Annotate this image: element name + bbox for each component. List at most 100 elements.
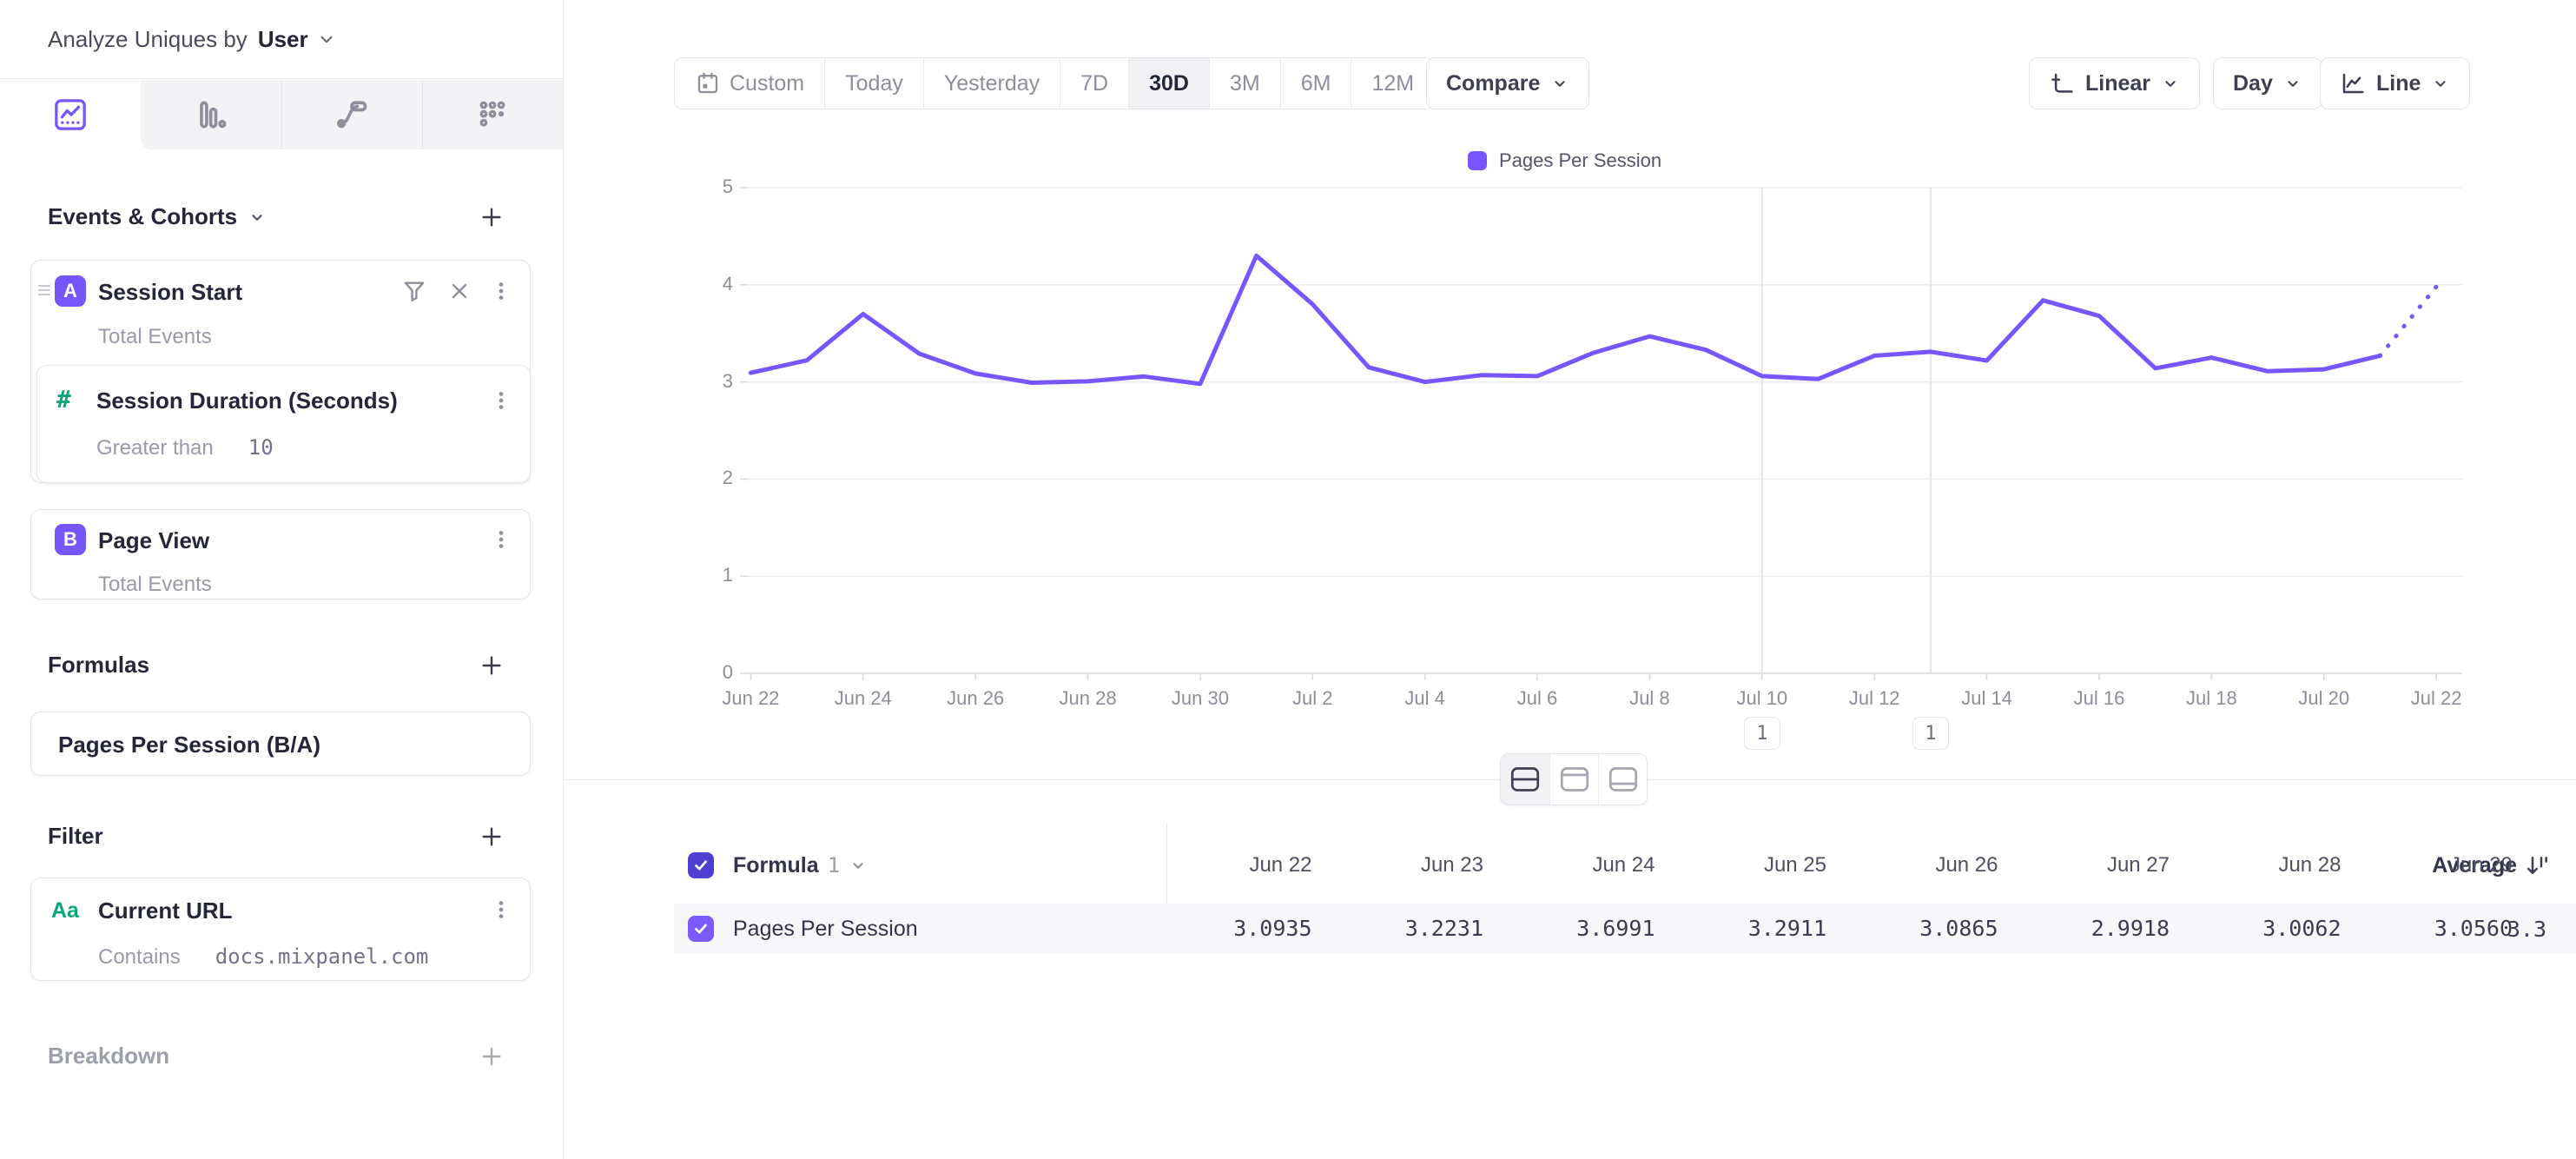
analyze-uniques-label: Analyze Uniques by: [48, 25, 248, 52]
select-all-checkbox[interactable]: [688, 852, 714, 878]
filter-event-button[interactable]: [397, 274, 432, 308]
value-cell: 3.0560: [2434, 916, 2513, 941]
add-formula-button[interactable]: [476, 650, 507, 681]
value-cell: 3.6991: [1576, 916, 1655, 941]
date-column-header[interactable]: Jun 23: [1420, 853, 1483, 877]
date-column-header[interactable]: Jun 27: [2106, 853, 2170, 877]
row-average-value: 3.3: [2507, 916, 2546, 942]
chart-plot-svg[interactable]: [740, 187, 2462, 691]
numeric-filter-condition[interactable]: Greater than 10: [96, 435, 274, 460]
table-row[interactable]: Pages Per Session 3.3 3.0935 3.2231 3.6991…: [674, 904, 2576, 954]
date-range-selector: Custom Today Yesterday 7D 30D 3M 6M 12M: [674, 57, 1436, 109]
range-6m[interactable]: 6M: [1279, 58, 1351, 109]
series-line-dotted-tail: [2377, 284, 2439, 358]
filter-value[interactable]: docs.mixpanel.com: [215, 944, 429, 969]
date-column-header[interactable]: Jun 22: [1249, 853, 1312, 877]
numeric-filter-more-button[interactable]: [484, 383, 519, 418]
compare-button[interactable]: Compare: [1426, 57, 1590, 109]
funnel-icon: [404, 281, 425, 301]
chart-legend[interactable]: Pages Per Session: [1468, 149, 1661, 172]
numeric-filter-value[interactable]: 10: [248, 435, 274, 460]
numeric-filter-title[interactable]: Session Duration (Seconds): [96, 387, 398, 414]
flow-icon: [336, 101, 367, 129]
sidebar-divider: [563, 0, 564, 1159]
split-view-toggle-button[interactable]: [1501, 754, 1549, 805]
chart-only-icon: [1560, 767, 1589, 791]
add-filter-button[interactable]: [476, 821, 507, 852]
line-style-icon: [2342, 73, 2364, 94]
date-column-header[interactable]: Jun 25: [1763, 853, 1826, 877]
x-axis-tick-label: Jun 30: [1171, 687, 1229, 709]
kebab-menu-icon: [499, 282, 504, 300]
date-column-header[interactable]: Jun 29: [2449, 853, 2513, 877]
event-title[interactable]: Session Start: [98, 279, 243, 305]
tab-bar-chart[interactable]: [141, 80, 281, 149]
range-yesterday[interactable]: Yesterday: [922, 58, 1060, 109]
x-axis-tick-label: Jun 24: [834, 687, 892, 709]
y-scale-button[interactable]: Linear: [2029, 57, 2201, 109]
date-column-header[interactable]: Jun 26: [1935, 853, 1998, 877]
check-icon: [695, 924, 707, 934]
value-cell: 3.0865: [1919, 916, 1998, 941]
value-cell: 3.2911: [1747, 916, 1826, 941]
drag-handle-icon[interactable]: [36, 280, 52, 301]
x-axis-tick-label: Jul 6: [1516, 687, 1558, 709]
plus-icon: [482, 656, 501, 675]
date-column-header[interactable]: Jun 24: [1592, 853, 1655, 877]
event-more-button[interactable]: [484, 522, 519, 557]
x-axis-tick-label: Jul 4: [1404, 687, 1445, 709]
annotation-badge-jul-10[interactable]: 1: [1743, 717, 1780, 750]
add-event-button[interactable]: [476, 202, 507, 233]
series-selector[interactable]: Formula 1: [733, 827, 868, 904]
event-letter-badge: B: [55, 524, 86, 555]
filter-heading: Filter: [48, 823, 103, 849]
annotation-badge-jul-13[interactable]: 1: [1912, 717, 1949, 750]
x-axis-tick-label: Jul 20: [2298, 687, 2350, 709]
event-more-button[interactable]: [484, 274, 519, 308]
range-today[interactable]: Today: [824, 58, 923, 109]
events-cohorts-heading[interactable]: Events & Cohorts: [48, 203, 267, 230]
formula-expression[interactable]: Pages Per Session (B/A): [58, 732, 320, 758]
layout-toggle-group: [1500, 753, 1648, 805]
legend-series-name: Pages Per Session: [1499, 149, 1662, 171]
x-axis-tick-label: Jun 26: [947, 687, 1005, 709]
tab-flow[interactable]: [281, 80, 422, 149]
tab-retention[interactable]: [422, 80, 563, 149]
filter-more-button[interactable]: [484, 892, 519, 927]
filter-condition[interactable]: Contains docs.mixpanel.com: [98, 944, 429, 969]
event-measurement[interactable]: Total Events: [98, 573, 212, 596]
retention-grid-icon: [479, 101, 505, 127]
range-7d[interactable]: 7D: [1060, 58, 1128, 109]
analyze-by-selector[interactable]: User: [257, 25, 308, 52]
linear-axis-icon: [2051, 73, 2073, 93]
range-12m[interactable]: 12M: [1351, 58, 1434, 109]
range-3m[interactable]: 3M: [1208, 58, 1280, 109]
range-custom[interactable]: Custom: [675, 58, 824, 109]
interval-button[interactable]: Day: [2213, 57, 2322, 109]
number-property-icon: #: [56, 385, 71, 414]
x-axis-tick-label: Jul 14: [1961, 687, 2012, 709]
row-checkbox[interactable]: [688, 916, 714, 942]
sort-descending-icon: [2526, 857, 2547, 874]
chevron-down-icon: [252, 214, 262, 221]
chart-only-toggle-button[interactable]: [1549, 754, 1598, 805]
event-title[interactable]: Page View: [98, 527, 210, 553]
check-icon: [695, 860, 707, 871]
event-card-page-view[interactable]: B Page View Total Events: [30, 509, 531, 599]
chevron-down-icon: [2288, 81, 2298, 87]
range-30d[interactable]: 30D: [1128, 58, 1209, 109]
date-column-header[interactable]: Jun 28: [2278, 853, 2342, 877]
add-breakdown-button[interactable]: [476, 1041, 507, 1072]
filter-property-title[interactable]: Current URL: [98, 897, 233, 924]
chevron-down-icon: [1555, 81, 1565, 87]
numeric-filter-card[interactable]: # Session Duration (Seconds) Greater tha…: [36, 365, 531, 483]
chart-style-button[interactable]: Line: [2320, 57, 2471, 109]
formulas-heading: Formulas: [48, 652, 150, 678]
table-only-toggle-button[interactable]: [1598, 754, 1647, 805]
remove-event-button[interactable]: [442, 274, 477, 308]
filter-card-current-url[interactable]: Aa Current URL Contains docs.mixpanel.com: [30, 878, 531, 981]
event-measurement[interactable]: Total Events: [98, 325, 212, 348]
formula-card[interactable]: Pages Per Session (B/A): [30, 712, 531, 776]
tab-insights-line-chart[interactable]: [0, 80, 141, 149]
average-sort-header[interactable]: Average: [2432, 827, 2550, 904]
